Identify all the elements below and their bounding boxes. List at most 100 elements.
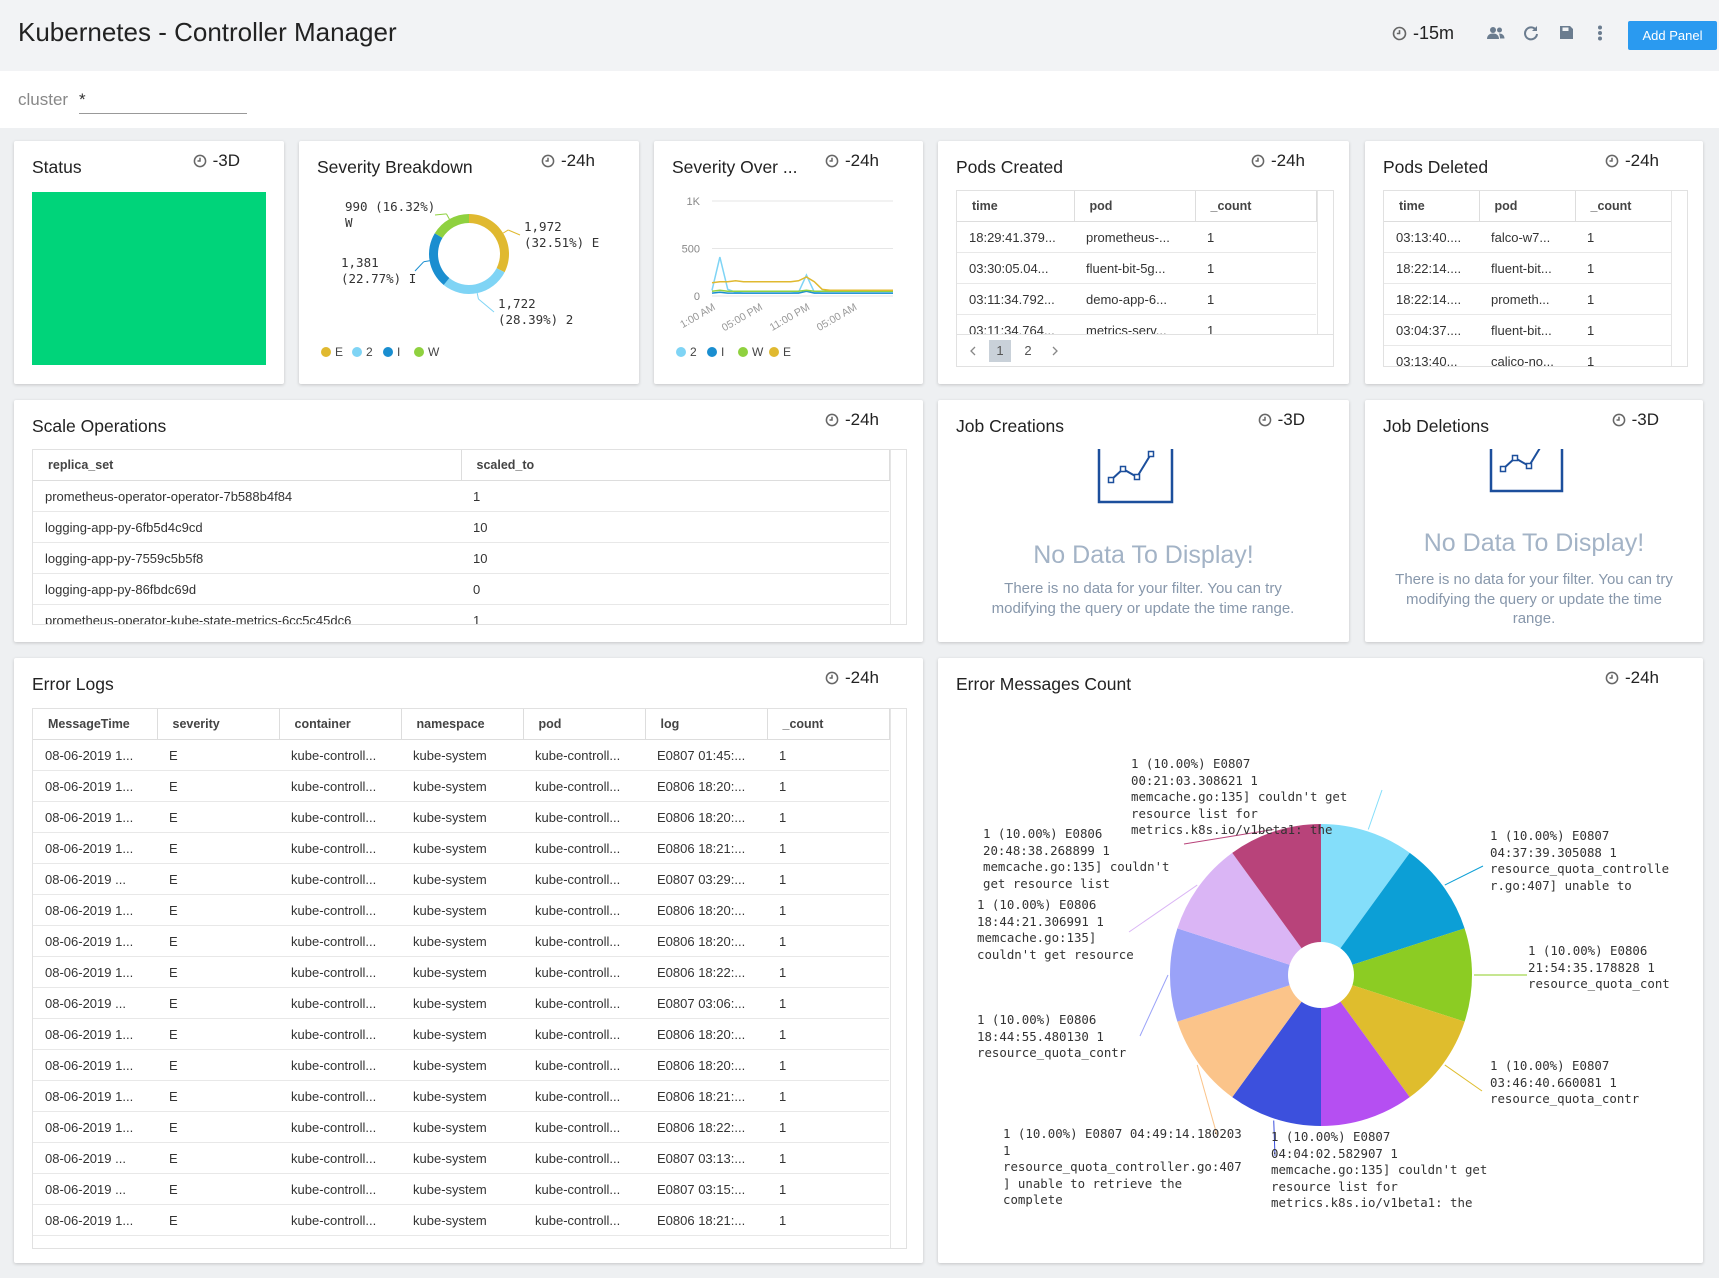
column-header[interactable]: namespace: [401, 709, 524, 740]
table-row: 18:29:41.379... prometheus-... 1: [957, 221, 1316, 253]
column-header[interactable]: scaled_to: [461, 450, 890, 481]
legend-swatch: [676, 347, 686, 357]
share-icon[interactable]: [1487, 25, 1505, 41]
table-cell: 03:13:40....: [1384, 221, 1479, 253]
table-cell: 0: [461, 573, 889, 605]
donut-slice: [443, 268, 505, 294]
table-cell: kube-controll...: [279, 801, 401, 833]
table-cell: E0806 18:20:...: [645, 1049, 767, 1081]
more-icon[interactable]: [1597, 25, 1603, 41]
no-data-message: No Data To Display!: [1423, 529, 1645, 557]
panel: Pods Created -24h time pod _count 18:29:41.37…: [938, 141, 1349, 384]
save-icon[interactable]: [1559, 25, 1574, 40]
table-cell: kube-controll...: [279, 739, 401, 771]
clock-face: [1605, 154, 1619, 168]
table-cell: kube-system: [401, 801, 523, 833]
table-cell: kube-controll...: [523, 770, 645, 802]
legend-swatch: [352, 347, 362, 357]
clock-icon: [1605, 154, 1619, 168]
table-cell: 08-06-2019 1...: [33, 1204, 157, 1236]
table-cell: E0806 18:20:...: [645, 894, 767, 926]
table-cell: kube-controll...: [523, 1049, 645, 1081]
clock-face: [1251, 154, 1265, 168]
panel: Severity Breakdown -24h E 2 I W 1,972 (32.51%)…: [299, 141, 639, 384]
table-cell: E: [157, 770, 279, 802]
column-header[interactable]: _count: [1575, 191, 1672, 222]
table-cell: E0807 03:29:...: [645, 863, 767, 895]
prev-page[interactable]: [963, 344, 983, 358]
leader-line: [502, 229, 509, 234]
status-indicator: [32, 192, 266, 365]
table-cell: kube-controll...: [523, 832, 645, 864]
next-page[interactable]: [1045, 344, 1065, 358]
table-head: time pod _count: [1384, 191, 1672, 222]
column-header[interactable]: log: [645, 709, 768, 740]
y-tick-label: 0: [694, 291, 700, 303]
column-header[interactable]: replica_set: [33, 450, 462, 481]
clock-hands: [829, 416, 833, 421]
pie-hole: [1288, 942, 1354, 1008]
clock-icon: [1612, 413, 1625, 427]
table-cell: 1: [767, 1142, 889, 1174]
table-cell: 1: [1195, 221, 1316, 253]
clock-face: [825, 671, 839, 685]
panel-title: Pods Created: [956, 157, 1064, 177]
series-line: [711, 290, 893, 294]
data-label: 1 (10.00%) E0806 21:54:35.178828 1 resou…: [1528, 943, 1670, 991]
panel: Error Messages Count -24h 1 (10.00%) E0807…: [938, 658, 1703, 1263]
column-header[interactable]: pod: [1479, 191, 1576, 222]
icon-point: [1133, 473, 1141, 481]
table-row: prometheus-operator-operator-7b588b4f84 1: [33, 480, 889, 512]
table-row: 03:04:37.... fluent-bit... 1: [1384, 314, 1671, 346]
column-header[interactable]: time: [1384, 191, 1480, 222]
column-header[interactable]: severity: [157, 709, 280, 740]
table-head: replica_set scaled_to: [33, 450, 890, 481]
leader-line: [1183, 828, 1274, 845]
column-header[interactable]: _count: [1195, 191, 1317, 222]
column-header[interactable]: container: [279, 709, 402, 740]
time-range[interactable]: -15m: [1413, 23, 1455, 43]
column-header[interactable]: pod: [523, 709, 646, 740]
column-header[interactable]: time: [957, 191, 1075, 222]
clock-face: [1258, 413, 1271, 427]
table-cell: fluent-bit-5g...: [1074, 252, 1195, 284]
x-tick-label: 11:00 PM: [768, 301, 812, 333]
clock-icon: [1392, 26, 1407, 41]
leader-line: [1139, 974, 1169, 1037]
column-header[interactable]: _count: [767, 709, 890, 740]
series-line: [711, 256, 893, 294]
clock-hands: [1255, 157, 1259, 162]
table-cell: E0806 18:21:...: [645, 1080, 767, 1112]
refresh-icon[interactable]: [1523, 25, 1539, 41]
table-row: logging-app-py-6fb5d4c9cd 10: [33, 511, 889, 543]
data-label: 1 (10.00%) E0807 04:37:39.305088 1 resou…: [1490, 828, 1670, 893]
table-head: time pod _count: [957, 191, 1317, 222]
scrollbar: [890, 450, 906, 624]
clock-face: [1605, 671, 1619, 685]
column-header[interactable]: pod: [1074, 191, 1196, 222]
table-row: logging-app-py-86fbdc69d 0: [33, 573, 889, 605]
data-label: 1,381 (22.77%) I: [341, 255, 417, 286]
page-button[interactable]: 1: [989, 339, 1011, 362]
table-cell: kube-controll...: [523, 801, 645, 833]
pie-slice: [1170, 928, 1321, 1022]
table-cell: E: [157, 987, 279, 1019]
table-cell: 1: [1195, 314, 1316, 335]
column-header[interactable]: MessageTime: [33, 709, 158, 740]
filter-input[interactable]: *: [79, 90, 247, 114]
table-cell: calico-no...: [1479, 345, 1575, 366]
page-button[interactable]: 2: [1024, 342, 1032, 358]
table-cell: kube-system: [401, 1049, 523, 1081]
table-cell: kube-controll...: [279, 1049, 401, 1081]
leader-line: [1128, 884, 1198, 933]
table-cell: kube-system: [401, 832, 523, 864]
add-panel-button[interactable]: Add Panel: [1628, 21, 1717, 50]
table-rows: prometheus-operator-operator-7b588b4f84 1…: [33, 480, 889, 624]
table-cell: kube-controll...: [523, 739, 645, 771]
table-cell: kube-controll...: [279, 832, 401, 864]
time-range-picker[interactable]: -15m: [1392, 23, 1454, 44]
panel-time-range: -3D: [193, 151, 240, 171]
